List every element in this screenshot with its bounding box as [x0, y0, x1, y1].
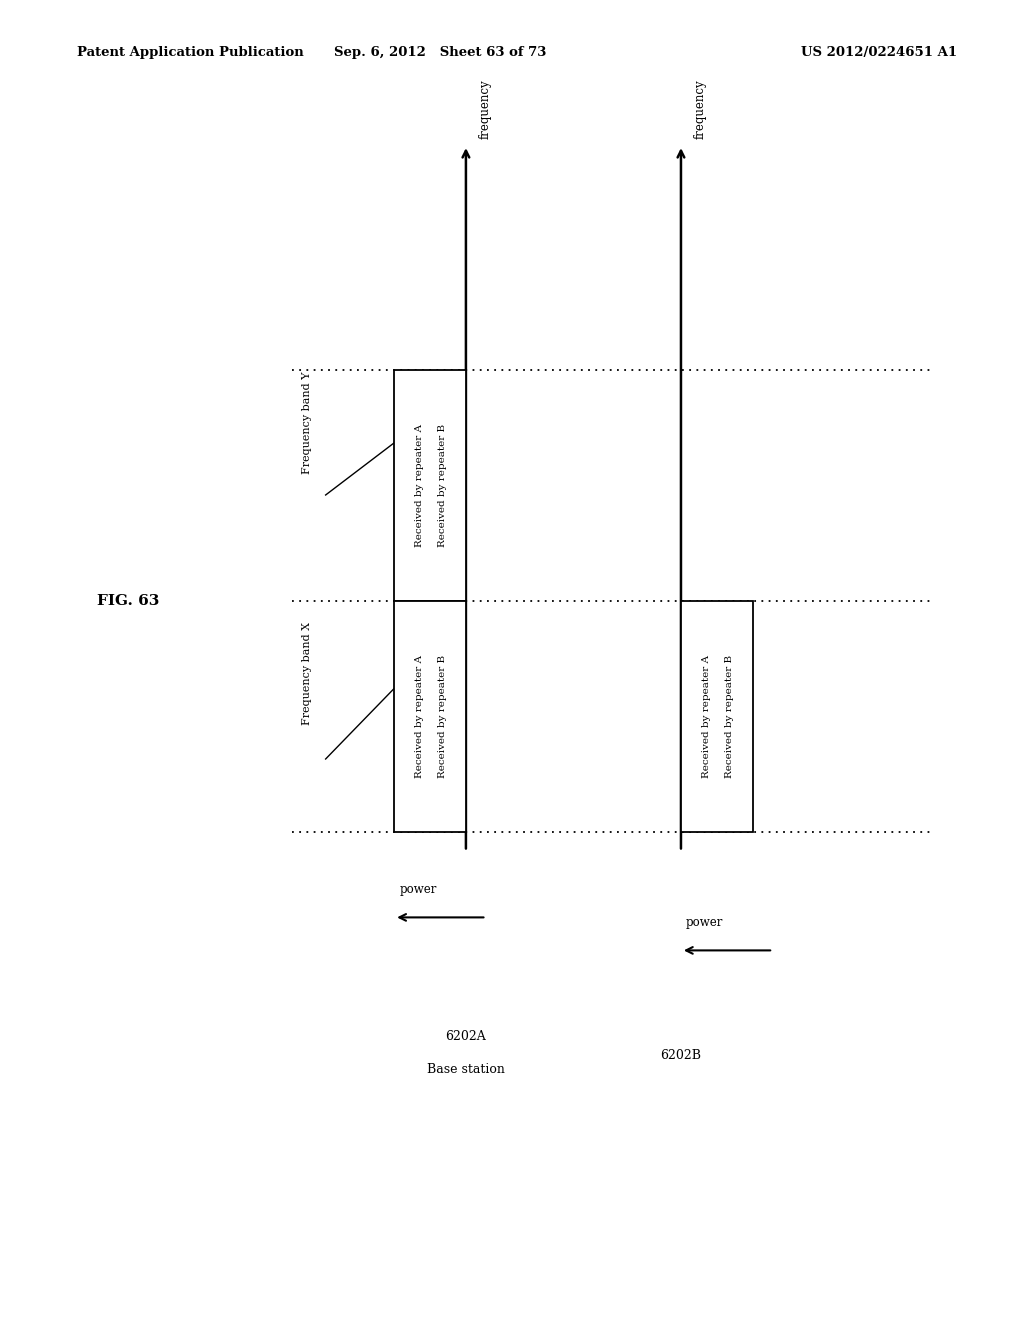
- Text: 6202A: 6202A: [445, 1030, 486, 1043]
- Text: 6202B: 6202B: [660, 1049, 701, 1063]
- Text: Received by repeater A: Received by repeater A: [416, 655, 424, 777]
- Bar: [394, 601, 466, 832]
- Text: Received by repeater B: Received by repeater B: [438, 424, 446, 546]
- Text: frequency: frequency: [693, 79, 707, 139]
- Bar: [681, 601, 753, 832]
- Bar: [394, 370, 466, 601]
- Text: Received by repeater B: Received by repeater B: [725, 655, 733, 777]
- Text: Frequency band Y: Frequency band Y: [302, 371, 312, 474]
- Text: Base station: Base station: [427, 1063, 505, 1076]
- Text: Frequency band X: Frequency band X: [302, 622, 312, 725]
- Text: frequency: frequency: [478, 79, 492, 139]
- Text: Received by repeater B: Received by repeater B: [438, 655, 446, 777]
- Text: Received by repeater A: Received by repeater A: [416, 424, 424, 546]
- Text: Patent Application Publication: Patent Application Publication: [77, 46, 303, 59]
- Text: Sep. 6, 2012   Sheet 63 of 73: Sep. 6, 2012 Sheet 63 of 73: [334, 46, 547, 59]
- Text: power: power: [399, 883, 436, 896]
- Text: FIG. 63: FIG. 63: [97, 594, 160, 607]
- Text: Received by repeater A: Received by repeater A: [702, 655, 711, 777]
- Text: power: power: [686, 916, 723, 929]
- Text: US 2012/0224651 A1: US 2012/0224651 A1: [802, 46, 957, 59]
